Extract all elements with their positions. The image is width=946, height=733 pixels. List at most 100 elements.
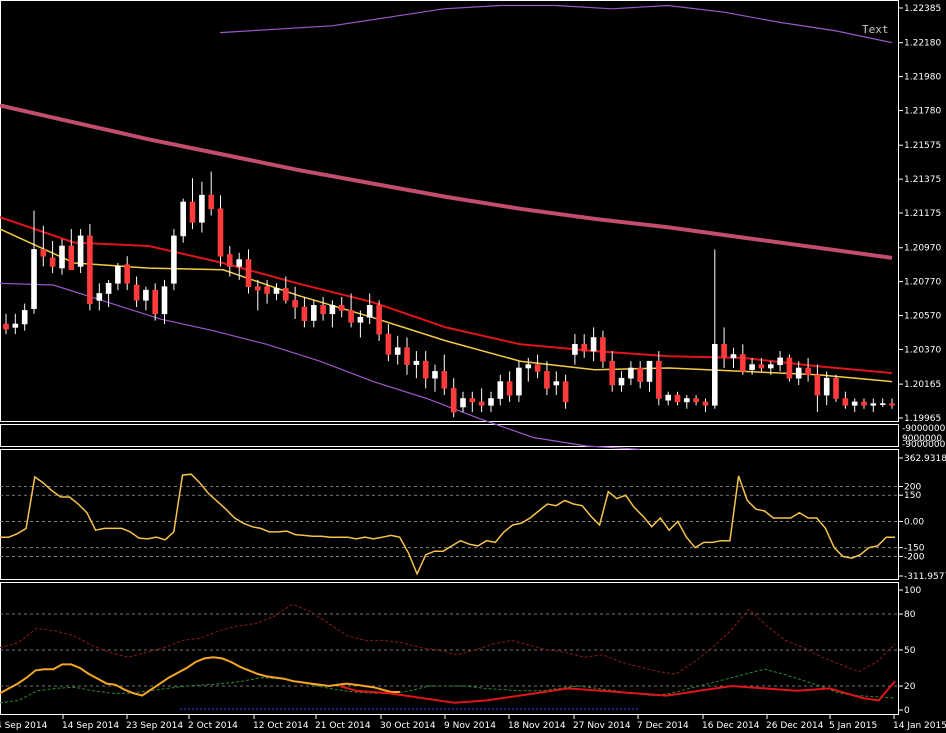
candle-bear: [889, 403, 895, 406]
date-tick-label: 4 Sep 2014: [0, 721, 48, 731]
candle-bull: [711, 343, 718, 406]
date-tick-label: 26 Dec 2014: [766, 721, 824, 731]
candle-bear: [227, 254, 233, 267]
cci-tick-label: -311.9577: [904, 572, 946, 582]
candle-bear: [208, 194, 214, 210]
candle-bull: [749, 364, 755, 371]
date-tick-label: 21 Oct 2014: [315, 721, 371, 731]
candle-bull: [572, 343, 578, 355]
date-axis: 4 Sep 2014 14 Sep 2014 23 Sep 2014 2 Oct 20…: [0, 715, 946, 731]
volume-panel-border: [0, 424, 899, 447]
candle-bull: [236, 259, 242, 267]
upper-band-line: [219, 4, 893, 44]
date-tick-label: 30 Oct 2014: [380, 721, 436, 731]
cci-tick-label: -200: [904, 552, 925, 562]
candle-bear: [693, 398, 699, 403]
candle-bear: [282, 288, 289, 301]
candle-bull: [59, 245, 65, 269]
candle-bull: [357, 316, 364, 323]
candle-bull: [96, 293, 103, 301]
cci-tick-label: 200: [904, 482, 921, 492]
date-tick-label: 9 Nov 2014: [444, 721, 496, 731]
candle-bear: [338, 304, 345, 311]
candle-bear: [842, 398, 849, 406]
date-tick-label: 14 Sep 2014: [62, 721, 119, 731]
date-tick-label: 7 Dec 2014: [637, 721, 689, 731]
cci-tick-label: 0.00: [904, 517, 924, 527]
date-tick-label: 18 Nov 2014: [508, 721, 566, 731]
cci-tick-label: 150: [904, 491, 921, 501]
candle-bull: [171, 235, 177, 284]
candle-bull: [273, 288, 280, 294]
price-panel-border: [0, 0, 899, 422]
candle-bear: [469, 398, 476, 403]
candle-bear: [189, 201, 196, 223]
volume-tick-label: -9000000: [902, 440, 946, 450]
candle-bear: [124, 264, 130, 284]
date-tick-label: 5 Jan 2015: [829, 721, 877, 731]
candle-bull: [394, 347, 401, 355]
price-tick-label: 1.22180: [904, 39, 941, 49]
candle-bull: [31, 249, 37, 309]
text-annotation[interactable]: Text: [862, 23, 889, 36]
price-tick-label: 1.20370: [904, 345, 941, 355]
adx-tick-label: 0: [904, 706, 910, 716]
candle-bull: [180, 201, 186, 237]
candle-bull: [525, 364, 532, 369]
candle-bull: [795, 367, 802, 379]
candle-bull: [628, 367, 634, 379]
candle-bear: [833, 377, 839, 399]
adx-panel[interactable]: [0, 603, 896, 710]
candle-bear: [40, 249, 47, 257]
candle-bear: [450, 388, 457, 413]
adx-tick-label: 80: [904, 610, 916, 620]
price-panel[interactable]: [0, 4, 895, 450]
price-tick-label: 1.21175: [904, 209, 941, 219]
candle-bear: [721, 343, 727, 359]
candle-bear: [422, 360, 429, 379]
candle-bull: [115, 266, 121, 284]
candle-bull: [12, 323, 19, 328]
price-tick-label: 1.20165: [904, 380, 941, 390]
candle-bear: [245, 259, 252, 288]
candle-bull: [851, 401, 858, 406]
cci-panel-border: [0, 449, 899, 580]
candle-bear: [534, 364, 541, 372]
candle-bull: [516, 367, 522, 396]
date-tick-label: 12 Oct 2014: [253, 721, 309, 731]
candle-bull: [329, 304, 336, 315]
price-tick-label: 1.20570: [904, 312, 941, 322]
candle-bear: [301, 306, 308, 321]
candle-bull: [161, 286, 168, 315]
date-tick-label: 23 Sep 2014: [126, 721, 183, 731]
price-tick-label: 1.22385: [904, 4, 941, 14]
candle-bull: [432, 371, 438, 379]
cci-panel[interactable]: [0, 473, 895, 576]
candle-bear: [758, 364, 765, 369]
adx-tick-label: 50: [904, 646, 916, 656]
candle-bear: [674, 394, 681, 403]
candle-bull: [618, 377, 625, 386]
candle-bull: [488, 398, 494, 406]
adx-tick-label: 100: [904, 586, 921, 596]
candle-bull: [870, 403, 877, 406]
candle-bear: [814, 374, 821, 396]
candle-bull: [767, 364, 774, 369]
candle-bull: [310, 304, 317, 321]
candle-bear: [217, 208, 224, 257]
price-tick-label: 1.20970: [904, 244, 941, 254]
candle-bull: [143, 289, 149, 301]
candle-bull: [497, 381, 504, 399]
price-tick-label: 1.20770: [904, 278, 941, 288]
candle-bull: [199, 194, 205, 223]
candle-bear: [3, 323, 9, 330]
candle-bull: [105, 282, 112, 294]
date-tick-label: 27 Nov 2014: [573, 721, 631, 731]
cci-line: [0, 473, 895, 576]
candle-bull: [590, 337, 597, 352]
candle-bear: [385, 333, 392, 355]
cci-tick-label: 362.9318: [904, 454, 946, 464]
